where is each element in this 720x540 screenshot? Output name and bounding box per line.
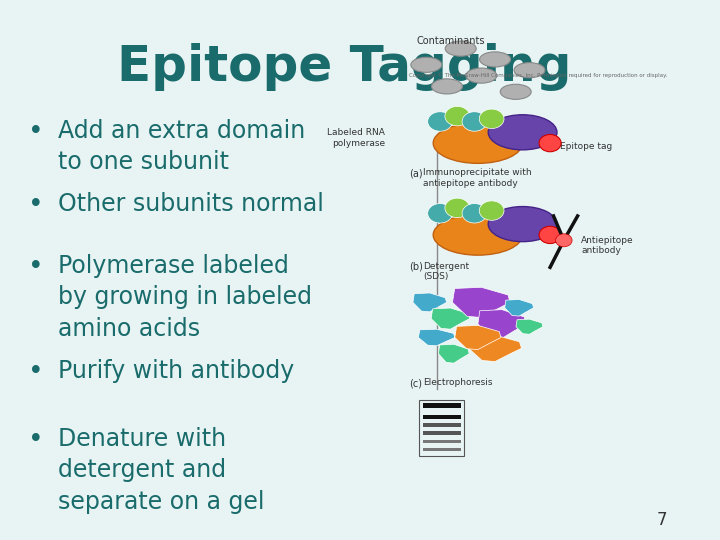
FancyBboxPatch shape bbox=[423, 448, 461, 451]
Ellipse shape bbox=[466, 68, 497, 83]
FancyBboxPatch shape bbox=[423, 431, 461, 435]
Ellipse shape bbox=[514, 63, 545, 78]
Text: Antiepitope
antibody: Antiepitope antibody bbox=[581, 236, 634, 255]
Polygon shape bbox=[431, 308, 469, 329]
Ellipse shape bbox=[488, 206, 557, 242]
Ellipse shape bbox=[431, 79, 462, 94]
Circle shape bbox=[445, 198, 469, 218]
Text: Epitope Tagging: Epitope Tagging bbox=[117, 43, 571, 91]
Text: •: • bbox=[27, 427, 43, 453]
Polygon shape bbox=[452, 287, 510, 318]
Polygon shape bbox=[438, 345, 469, 363]
Circle shape bbox=[539, 226, 561, 244]
Circle shape bbox=[462, 204, 487, 223]
FancyBboxPatch shape bbox=[423, 440, 461, 443]
Ellipse shape bbox=[500, 84, 531, 99]
Ellipse shape bbox=[411, 57, 442, 72]
Text: Epitope tag: Epitope tag bbox=[560, 143, 613, 151]
Circle shape bbox=[480, 201, 504, 220]
Ellipse shape bbox=[480, 52, 510, 67]
Text: Polymerase labeled
by growing in labeled
amino acids: Polymerase labeled by growing in labeled… bbox=[58, 254, 312, 341]
Polygon shape bbox=[455, 326, 501, 349]
Ellipse shape bbox=[433, 215, 523, 255]
Text: Labeled RNA
polymerase: Labeled RNA polymerase bbox=[327, 127, 385, 148]
Circle shape bbox=[428, 204, 452, 223]
Text: Denature with
detergent and
separate on a gel: Denature with detergent and separate on … bbox=[58, 427, 265, 514]
Text: Contaminants: Contaminants bbox=[416, 36, 485, 46]
FancyBboxPatch shape bbox=[423, 415, 461, 418]
Circle shape bbox=[480, 109, 504, 129]
Polygon shape bbox=[505, 300, 534, 316]
Text: •: • bbox=[27, 192, 43, 218]
Text: Purify with antibody: Purify with antibody bbox=[58, 359, 294, 383]
Ellipse shape bbox=[488, 115, 557, 150]
Text: •: • bbox=[27, 119, 43, 145]
Circle shape bbox=[445, 106, 469, 126]
Polygon shape bbox=[418, 329, 455, 346]
Polygon shape bbox=[478, 309, 526, 339]
Polygon shape bbox=[413, 293, 446, 312]
Text: (c): (c) bbox=[409, 378, 422, 388]
Circle shape bbox=[462, 112, 487, 131]
FancyBboxPatch shape bbox=[423, 403, 461, 408]
Text: Other subunits normal: Other subunits normal bbox=[58, 192, 324, 215]
Text: Electrophoresis: Electrophoresis bbox=[423, 378, 492, 387]
Ellipse shape bbox=[433, 123, 523, 163]
Ellipse shape bbox=[445, 41, 476, 56]
Text: Immunoprecipitate with
antiepitope antibody: Immunoprecipitate with antiepitope antib… bbox=[423, 168, 531, 188]
Text: Add an extra domain
to one subunit: Add an extra domain to one subunit bbox=[58, 119, 306, 174]
Text: •: • bbox=[27, 359, 43, 385]
Circle shape bbox=[428, 112, 452, 131]
Polygon shape bbox=[469, 335, 521, 362]
Text: Detergent
(SDS): Detergent (SDS) bbox=[423, 262, 469, 281]
Text: (a): (a) bbox=[409, 168, 423, 179]
FancyBboxPatch shape bbox=[423, 423, 461, 427]
Circle shape bbox=[539, 134, 561, 152]
Text: Copyright © The McGraw-Hill Companies, Inc. Permission required for reproduction: Copyright © The McGraw-Hill Companies, I… bbox=[409, 73, 667, 78]
Polygon shape bbox=[516, 319, 543, 334]
Circle shape bbox=[556, 234, 572, 247]
Text: (b): (b) bbox=[409, 262, 423, 272]
Text: 7: 7 bbox=[657, 511, 667, 529]
Text: •: • bbox=[27, 254, 43, 280]
